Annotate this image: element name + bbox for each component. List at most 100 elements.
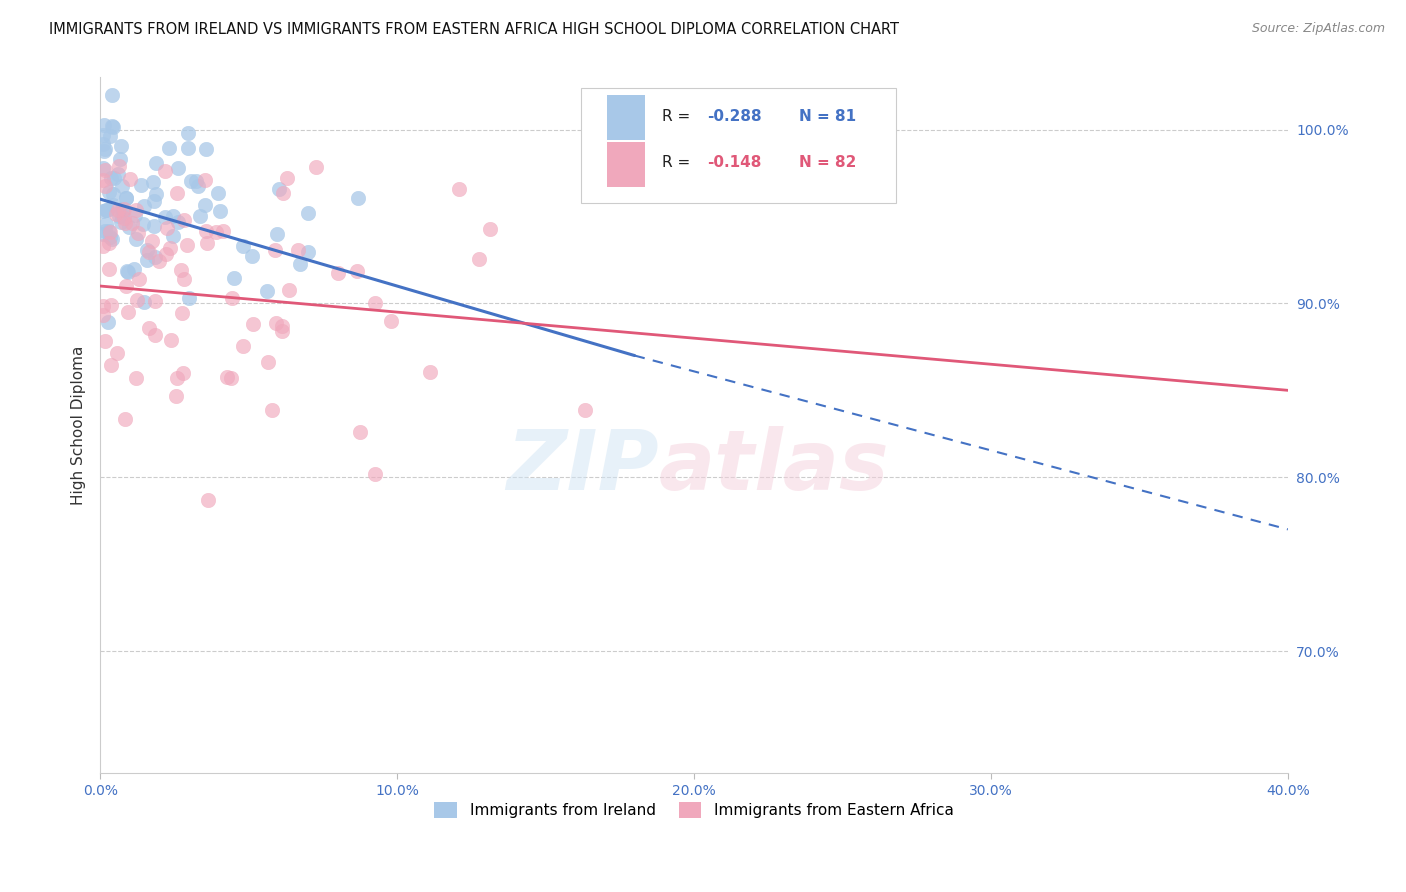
Point <box>256 355 278 369</box>
Point <box>94 217 117 231</box>
Point <box>208 203 231 218</box>
Point <box>173 213 195 227</box>
Point <box>98 224 121 238</box>
Text: N = 81: N = 81 <box>799 109 856 124</box>
Point <box>346 264 368 278</box>
Point <box>155 164 177 178</box>
Point <box>128 272 150 286</box>
Point <box>112 211 135 225</box>
Point <box>101 119 124 133</box>
Point <box>478 222 501 236</box>
Point <box>110 138 132 153</box>
Point <box>132 294 155 309</box>
Point <box>219 371 242 385</box>
Point <box>267 182 290 196</box>
Text: IMMIGRANTS FROM IRELAND VS IMMIGRANTS FROM EASTERN AFRICA HIGH SCHOOL DIPLOMA CO: IMMIGRANTS FROM IRELAND VS IMMIGRANTS FR… <box>49 22 900 37</box>
Point <box>138 321 160 335</box>
Point <box>195 142 218 156</box>
Point <box>143 219 166 234</box>
Point <box>124 208 146 222</box>
Point <box>141 234 163 248</box>
Point <box>100 359 122 373</box>
Point <box>156 221 179 235</box>
Point <box>468 252 491 266</box>
Point <box>103 197 125 211</box>
Point <box>187 179 209 194</box>
Point <box>166 161 188 176</box>
Point <box>145 187 167 202</box>
Text: R =: R = <box>662 109 695 124</box>
Point <box>186 174 208 188</box>
Point <box>110 215 132 229</box>
Point <box>120 171 142 186</box>
Bar <box>607 142 645 186</box>
Point <box>232 339 254 353</box>
Point <box>138 244 160 259</box>
Point <box>162 209 184 223</box>
Point <box>172 306 194 320</box>
Point <box>108 152 131 166</box>
Point <box>217 369 239 384</box>
Legend: Immigrants from Ireland, Immigrants from Eastern Africa: Immigrants from Ireland, Immigrants from… <box>429 796 960 824</box>
Point <box>94 178 117 193</box>
Point <box>447 182 470 196</box>
Point <box>112 202 135 217</box>
Point <box>118 219 141 234</box>
Point <box>122 262 145 277</box>
Point <box>103 120 125 134</box>
Point <box>93 118 115 132</box>
Point <box>136 243 159 257</box>
Point <box>159 241 181 255</box>
Point <box>166 186 188 200</box>
Text: Source: ZipAtlas.com: Source: ZipAtlas.com <box>1251 22 1385 36</box>
Point <box>260 402 283 417</box>
Point <box>93 163 115 178</box>
Point <box>194 173 217 187</box>
Point <box>143 328 166 343</box>
Point <box>115 191 138 205</box>
Point <box>155 246 177 260</box>
Point <box>111 179 134 194</box>
Point <box>419 365 441 379</box>
Point <box>297 245 319 260</box>
Point <box>190 209 212 223</box>
Point <box>100 297 122 311</box>
Point <box>177 126 200 140</box>
Point <box>101 232 124 246</box>
Point <box>108 210 131 224</box>
Point <box>125 293 148 307</box>
Point <box>166 371 188 385</box>
Point <box>91 239 114 253</box>
Point <box>91 308 114 322</box>
Point <box>346 191 368 205</box>
Point <box>297 205 319 219</box>
Point <box>167 215 190 229</box>
Point <box>101 187 124 202</box>
Point <box>349 425 371 439</box>
Text: -0.288: -0.288 <box>707 109 762 124</box>
Point <box>115 278 138 293</box>
Point <box>93 224 115 238</box>
Point <box>98 185 121 199</box>
Point <box>100 171 122 186</box>
Point <box>111 209 134 223</box>
Point <box>212 224 235 238</box>
FancyBboxPatch shape <box>581 88 896 202</box>
Point <box>105 207 128 221</box>
Point <box>103 171 125 186</box>
Point <box>107 167 129 181</box>
Point <box>165 389 187 403</box>
Point <box>205 225 228 239</box>
Point <box>101 87 124 102</box>
Point <box>172 367 194 381</box>
Point <box>91 172 114 186</box>
Point <box>91 227 114 242</box>
Point <box>91 128 114 142</box>
Point <box>222 271 245 285</box>
Point <box>134 199 156 213</box>
Point <box>271 186 294 200</box>
Point <box>142 175 165 189</box>
Point <box>574 402 596 417</box>
Point <box>93 299 115 313</box>
Point <box>305 161 328 175</box>
